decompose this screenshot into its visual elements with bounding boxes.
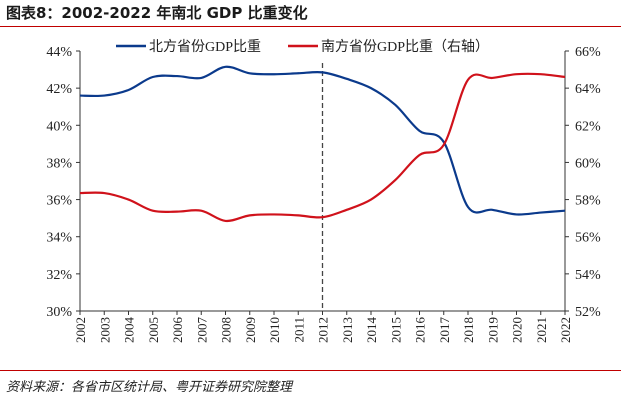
left-tick-label: 30% <box>46 305 72 320</box>
left-tick-label: 42% <box>46 82 72 97</box>
source-note: 资料来源：各省市区统计局、粤开证券研究院整理 <box>6 380 293 395</box>
x-tick-label: 2002 <box>73 317 88 343</box>
chart-title: 图表8：2002-2022 年南北 GDP 比重变化 <box>6 4 308 22</box>
source-rule <box>0 370 621 371</box>
x-tick-label: 2004 <box>122 317 137 344</box>
right-tick-label: 60% <box>575 156 601 171</box>
left-tick-label: 36% <box>46 194 72 209</box>
x-tick-label: 2013 <box>340 317 355 343</box>
x-tick-label: 2022 <box>558 317 573 343</box>
left-tick-label: 38% <box>46 156 72 171</box>
left-tick-label: 32% <box>46 268 72 283</box>
x-tick-label: 2021 <box>534 317 549 343</box>
x-tick-label: 2007 <box>194 317 209 344</box>
x-tick-label: 2019 <box>485 317 500 343</box>
right-tick-label: 56% <box>575 231 601 246</box>
right-tick-label: 66% <box>575 45 601 60</box>
legend-label-south: 南方省份GDP比重（右轴） <box>321 39 489 55</box>
x-tick-label: 2005 <box>146 317 161 343</box>
right-tick-label: 62% <box>575 119 601 134</box>
x-tick-label: 2010 <box>267 317 282 343</box>
x-tick-label: 2003 <box>97 317 112 343</box>
x-tick-label: 2012 <box>316 317 331 343</box>
right-tick-label: 58% <box>575 194 601 209</box>
south-share-line <box>79 72 566 223</box>
north-share-line <box>79 65 566 216</box>
left-tick-label: 44% <box>46 45 72 60</box>
left-tick-label: 34% <box>46 231 72 246</box>
x-tick-label: 2018 <box>461 317 476 343</box>
left-tick-label: 40% <box>46 119 72 134</box>
x-tick-label: 2016 <box>413 317 428 344</box>
title-rule <box>0 26 621 27</box>
x-tick-label: 2017 <box>437 317 452 344</box>
right-tick-label: 64% <box>575 82 601 97</box>
x-tick-label: 2006 <box>170 317 185 344</box>
x-tick-label: 2015 <box>388 317 403 343</box>
x-tick-label: 2009 <box>243 317 258 343</box>
x-tick-label: 2008 <box>219 317 234 343</box>
x-tick-label: 2014 <box>364 317 379 344</box>
x-tick-label: 2011 <box>291 317 306 343</box>
right-tick-label: 54% <box>575 268 601 283</box>
right-tick-label: 52% <box>575 305 601 320</box>
x-tick-label: 2020 <box>510 317 525 343</box>
legend-label-north: 北方省份GDP比重 <box>149 39 261 55</box>
